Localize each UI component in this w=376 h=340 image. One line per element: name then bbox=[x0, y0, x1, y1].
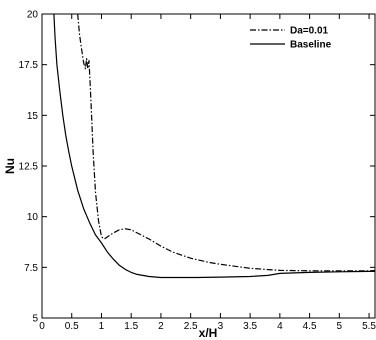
y-tick-label: 17.5 bbox=[19, 60, 39, 71]
x-tick-label: 2 bbox=[158, 321, 164, 332]
y-tick-label: 15 bbox=[27, 111, 39, 122]
x-tick-label: 0.5 bbox=[65, 321, 79, 332]
x-tick-label: 5 bbox=[337, 321, 343, 332]
y-tick-label: 12.5 bbox=[19, 162, 39, 173]
x-tick-label: 3.5 bbox=[243, 321, 257, 332]
series-line-baseline bbox=[53, 13, 375, 279]
y-tick-label: 10 bbox=[27, 212, 39, 223]
x-tick-label: 0 bbox=[39, 321, 45, 332]
x-axis-label: x/H bbox=[199, 326, 218, 340]
series-line-da-0-01 bbox=[77, 13, 376, 272]
x-tick-label: 3 bbox=[218, 321, 224, 332]
y-axis-label: Nu bbox=[3, 158, 17, 174]
y-axis-ticks: 5 7.5 10 12.5 15 17.5 20 bbox=[19, 10, 375, 325]
y-tick-label: 7.5 bbox=[24, 263, 38, 274]
y-tick-label: 20 bbox=[27, 10, 39, 21]
x-tick-label: 1.5 bbox=[124, 321, 138, 332]
legend: Da=0.01 Baseline bbox=[250, 26, 332, 51]
legend-label-baseline: Baseline bbox=[290, 40, 332, 51]
x-axis-ticks: 0 0.5 1 1.5 2 2.5 3 3.5 4 4.5 5 5.5 bbox=[39, 14, 376, 332]
x-tick-label: 2.5 bbox=[184, 321, 198, 332]
y-tick-label: 5 bbox=[32, 314, 38, 325]
series-lines bbox=[53, 13, 376, 279]
x-tick-label: 4.5 bbox=[303, 321, 317, 332]
x-tick-label: 4 bbox=[277, 321, 283, 332]
legend-label-da-0-01: Da=0.01 bbox=[290, 26, 329, 37]
x-tick-label: 1 bbox=[99, 321, 105, 332]
x-tick-label: 5.5 bbox=[362, 321, 376, 332]
